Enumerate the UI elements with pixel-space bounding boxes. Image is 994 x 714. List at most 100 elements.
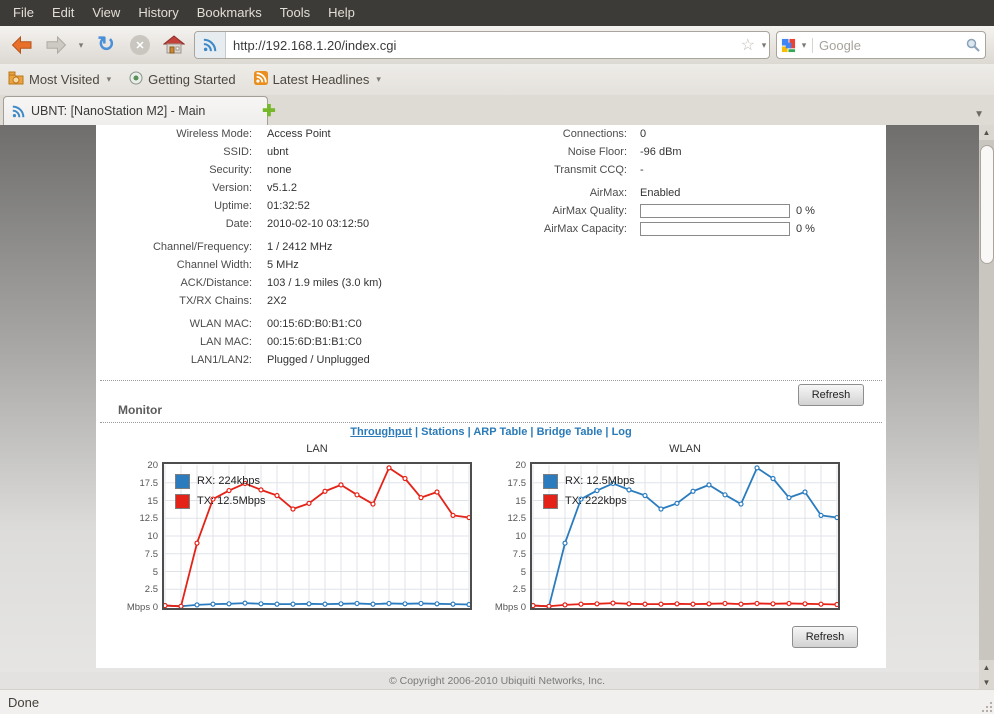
field-label: ACK/Distance: <box>180 277 252 289</box>
monitor-link-throughput[interactable]: Throughput <box>350 426 412 438</box>
back-arrow-icon <box>11 35 32 55</box>
url-text[interactable]: http://192.168.1.20/index.cgi <box>233 37 397 53</box>
scroll-down-arrow[interactable]: ▼ <box>979 675 994 690</box>
search-icon[interactable] <box>965 37 981 53</box>
y-tick-label: Mbps 0 <box>494 602 526 613</box>
field-label: SSID: <box>223 146 252 158</box>
y-tick-label: 10 <box>515 531 526 542</box>
monitor-link-log[interactable]: Log <box>611 426 632 438</box>
forward-arrow-icon <box>46 35 67 55</box>
field-label: Connections: <box>562 128 627 140</box>
status-row-channel-width: Channel Width: 5 MHz <box>96 256 516 274</box>
field-value: 01:32:52 <box>267 200 310 212</box>
field-label: Channel/Frequency: <box>152 241 252 253</box>
bookmark-latest-headlines[interactable]: Latest Headlines ▾ <box>253 71 381 88</box>
status-text: Done <box>8 694 40 710</box>
y-tick-label: 17.5 <box>139 477 159 489</box>
legend-swatch <box>175 493 190 509</box>
legend-item: TX: 12.5Mbps <box>175 491 265 511</box>
tab-ubnt-main[interactable]: UBNT: [NanoStation M2] - Main <box>3 96 268 125</box>
monitor-link-bridge-table[interactable]: Bridge Table <box>536 426 603 438</box>
bookmark-star-icon[interactable]: ☆ <box>740 37 755 54</box>
status-row-ssid: SSID: ubnt <box>96 143 516 161</box>
home-button[interactable] <box>160 31 188 59</box>
field-value: none <box>267 164 292 176</box>
google-icon <box>781 38 796 52</box>
bookmark-label: Latest Headlines <box>272 72 370 87</box>
scrollbar-thumb[interactable] <box>980 145 994 264</box>
field-value: 00:15:6D:B1:B1:C0 <box>267 336 362 348</box>
getting-started-icon <box>129 71 143 88</box>
home-icon <box>163 35 185 54</box>
legend-swatch <box>543 473 558 489</box>
y-tick-label: 5 <box>152 566 158 578</box>
status-bar: Done <box>0 689 994 714</box>
menu-item-bookmarks[interactable]: Bookmarks <box>196 5 262 20</box>
menu-item-help[interactable]: Help <box>328 5 355 20</box>
legend-label: TX: 222kbps <box>565 495 627 507</box>
monitor-links: Throughput | Stations | ARP Table | Brid… <box>96 426 886 438</box>
bookmark-most-visited[interactable]: Most Visited ▾ <box>8 71 111 88</box>
forward-button[interactable] <box>42 31 70 59</box>
menu-item-view[interactable]: View <box>92 5 121 20</box>
bookmark-getting-started[interactable]: Getting Started <box>129 71 236 88</box>
field-value: Plugged / Unplugged <box>267 354 370 366</box>
new-tab-button[interactable]: ✚ <box>262 103 276 120</box>
legend-swatch <box>175 473 190 489</box>
field-label: Transmit CCQ: <box>554 164 627 176</box>
y-tick-label: 5 <box>520 566 526 578</box>
url-dropdown-caret[interactable]: ▾ <box>761 39 767 50</box>
field-value: v5.1.2 <box>267 182 297 194</box>
history-dropdown-caret[interactable]: ▾ <box>78 39 84 50</box>
status-column-left: Wireless Mode: Access Point SSID: ubnt Secur… <box>96 125 516 369</box>
field-value: -96 dBm <box>640 146 682 158</box>
resize-grip[interactable] <box>980 700 992 712</box>
scroll-up-arrow-bottom[interactable]: ▲ <box>979 660 994 675</box>
status-row-noise-floor: Noise Floor: -96 dBm <box>521 143 881 161</box>
status-row-airmax-capacity: AirMax Capacity: 0 % <box>521 220 881 238</box>
status-row-transmit-ccq: Transmit CCQ: - <box>521 161 881 179</box>
legend-item: RX: 12.5Mbps <box>543 471 635 491</box>
field-label: TX/RX Chains: <box>179 295 252 307</box>
menu-item-history[interactable]: History <box>138 5 179 20</box>
field-label: Security: <box>209 164 252 176</box>
vertical-scrollbar[interactable]: ▲ ▲ ▼ <box>979 125 994 690</box>
search-bar[interactable]: ▾ Google <box>776 31 986 59</box>
search-input[interactable]: Google <box>812 37 962 53</box>
y-tick-label: 7.5 <box>512 548 526 560</box>
legend-label: RX: 12.5Mbps <box>565 475 635 487</box>
tab-bar: UBNT: [NanoStation M2] - Main ✚ ▼ <box>0 95 994 126</box>
y-tick-label: 15 <box>515 495 526 507</box>
y-tick-label: 2.5 <box>512 584 526 596</box>
status-row-version: Version: v5.1.2 <box>96 179 516 197</box>
status-row-connections: Connections: 0 <box>521 125 881 143</box>
url-bar[interactable]: http://192.168.1.20/index.cgi ☆ ▾ <box>194 31 770 59</box>
bookmark-caret: ▾ <box>106 74 112 84</box>
field-value: 0 % <box>796 223 815 235</box>
chart-plot: RX: 12.5Mbps TX: 222kbps <box>530 462 840 610</box>
refresh-button-bottom[interactable]: Refresh <box>792 626 858 648</box>
search-engine-caret[interactable]: ▾ <box>801 39 807 50</box>
list-all-tabs-caret[interactable]: ▼ <box>974 109 984 120</box>
rss-orange-icon <box>253 71 268 88</box>
status-row-channel-frequency: Channel/Frequency: 1 / 2412 MHz <box>96 238 516 256</box>
stop-button[interactable]: ✕ <box>126 31 154 59</box>
field-value: 103 / 1.9 miles (3.0 km) <box>267 277 382 289</box>
field-value: 1 / 2412 MHz <box>267 241 333 253</box>
scroll-up-arrow[interactable]: ▲ <box>979 125 994 140</box>
monitor-link-stations[interactable]: Stations <box>421 426 465 438</box>
menu-item-tools[interactable]: Tools <box>279 5 311 20</box>
refresh-button-top[interactable]: Refresh <box>798 384 864 406</box>
status-column-right: Connections: 0 Noise Floor: -96 dBm Transmit… <box>521 125 881 238</box>
chart-title: WLAN <box>669 443 701 455</box>
field-value: 2010-02-10 03:12:50 <box>267 218 370 230</box>
stop-icon: ✕ <box>130 35 150 55</box>
monitor-link-arp-table[interactable]: ARP Table <box>473 426 528 438</box>
menu-item-file[interactable]: File <box>13 5 34 20</box>
reload-button[interactable]: ↻ <box>92 31 120 59</box>
menu-item-edit[interactable]: Edit <box>51 5 75 20</box>
field-value: Enabled <box>640 187 681 199</box>
field-label: Version: <box>212 182 252 194</box>
back-button[interactable] <box>8 31 36 59</box>
